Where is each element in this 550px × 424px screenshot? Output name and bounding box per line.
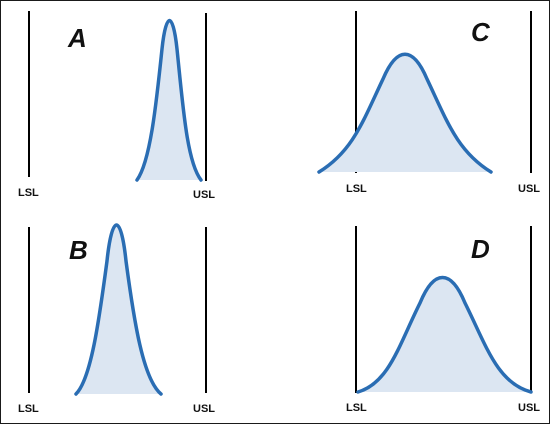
panel-d-lsl-label: LSL xyxy=(346,402,367,414)
panel-b-lsl-label: LSL xyxy=(18,403,39,415)
panel-b-distribution-curve xyxy=(74,223,163,396)
panel-b-usl-label: USL xyxy=(193,403,215,415)
panel-a-usl-label: USL xyxy=(193,189,215,201)
panel-a: A LSL USL xyxy=(18,11,215,201)
panel-a-curve-fill xyxy=(137,20,201,180)
panel-a-distribution-curve xyxy=(135,18,203,182)
panel-d-distribution-curve xyxy=(356,275,533,394)
panel-c: C LSL USL xyxy=(317,11,540,195)
panel-c-distribution-curve xyxy=(317,52,493,174)
panel-b: B LSL USL xyxy=(18,223,215,415)
panel-c-usl-label: USL xyxy=(518,183,540,195)
panel-d: D LSL USL xyxy=(346,226,540,414)
panel-c-letter: C xyxy=(471,17,491,47)
panel-d-letter: D xyxy=(471,234,490,264)
panel-a-letter: A xyxy=(67,23,87,53)
panel-d-curve-fill xyxy=(358,277,531,392)
panel-c-lsl-label: LSL xyxy=(346,183,367,195)
panel-d-usl-label: USL xyxy=(518,402,540,414)
panel-c-curve-fill xyxy=(319,54,491,172)
panel-a-lsl-label: LSL xyxy=(18,187,39,199)
panel-b-letter: B xyxy=(69,235,88,265)
